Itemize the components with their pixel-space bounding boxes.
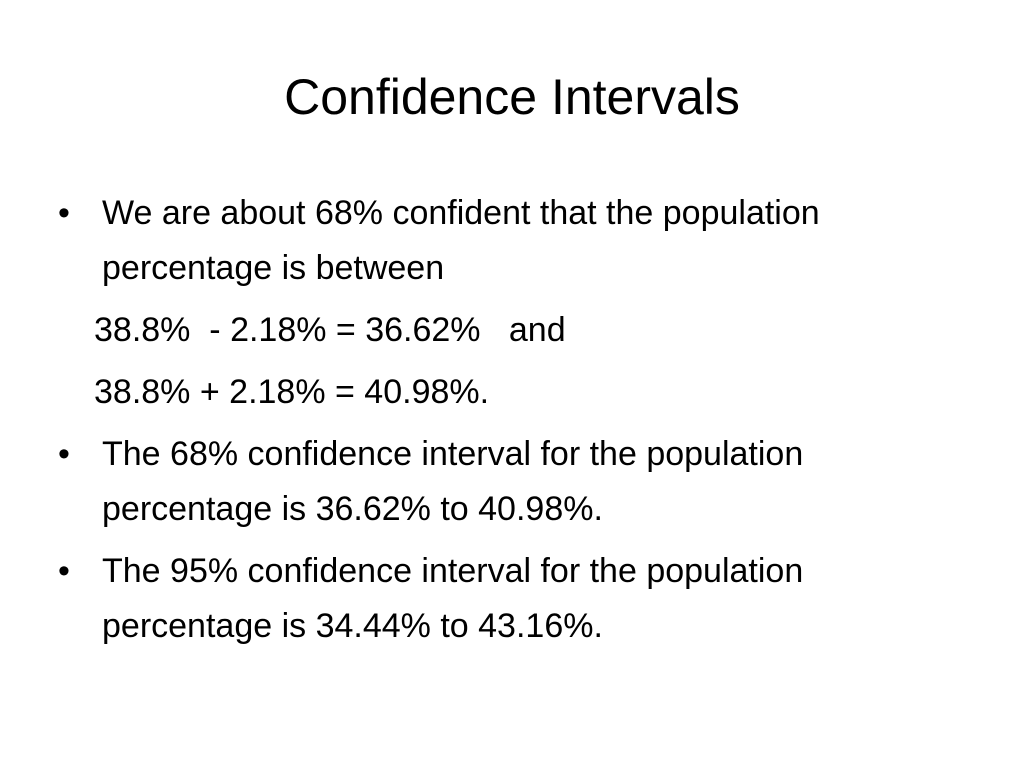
slide-body: • We are about 68% confident that the po… <box>58 186 958 661</box>
bullet-text: The 68% confidence interval for the popu… <box>102 435 804 528</box>
bullet-icon: • <box>58 552 70 590</box>
bullet-item: • The 68% confidence interval for the po… <box>58 427 958 537</box>
calculation-line: 38.8% - 2.18% = 36.62% and <box>94 311 566 349</box>
bullet-text: We are about 68% confident that the popu… <box>102 194 820 287</box>
bullet-item: • The 95% confidence interval for the po… <box>58 544 958 654</box>
bullet-item: • We are about 68% confident that the po… <box>58 186 958 296</box>
bullet-icon: • <box>58 194 70 232</box>
calculation-line: 38.8% + 2.18% = 40.98%. <box>94 373 490 411</box>
bullet-icon: • <box>58 435 70 473</box>
slide-title: Confidence Intervals <box>284 69 740 125</box>
bullet-text: The 95% confidence interval for the popu… <box>102 552 804 645</box>
